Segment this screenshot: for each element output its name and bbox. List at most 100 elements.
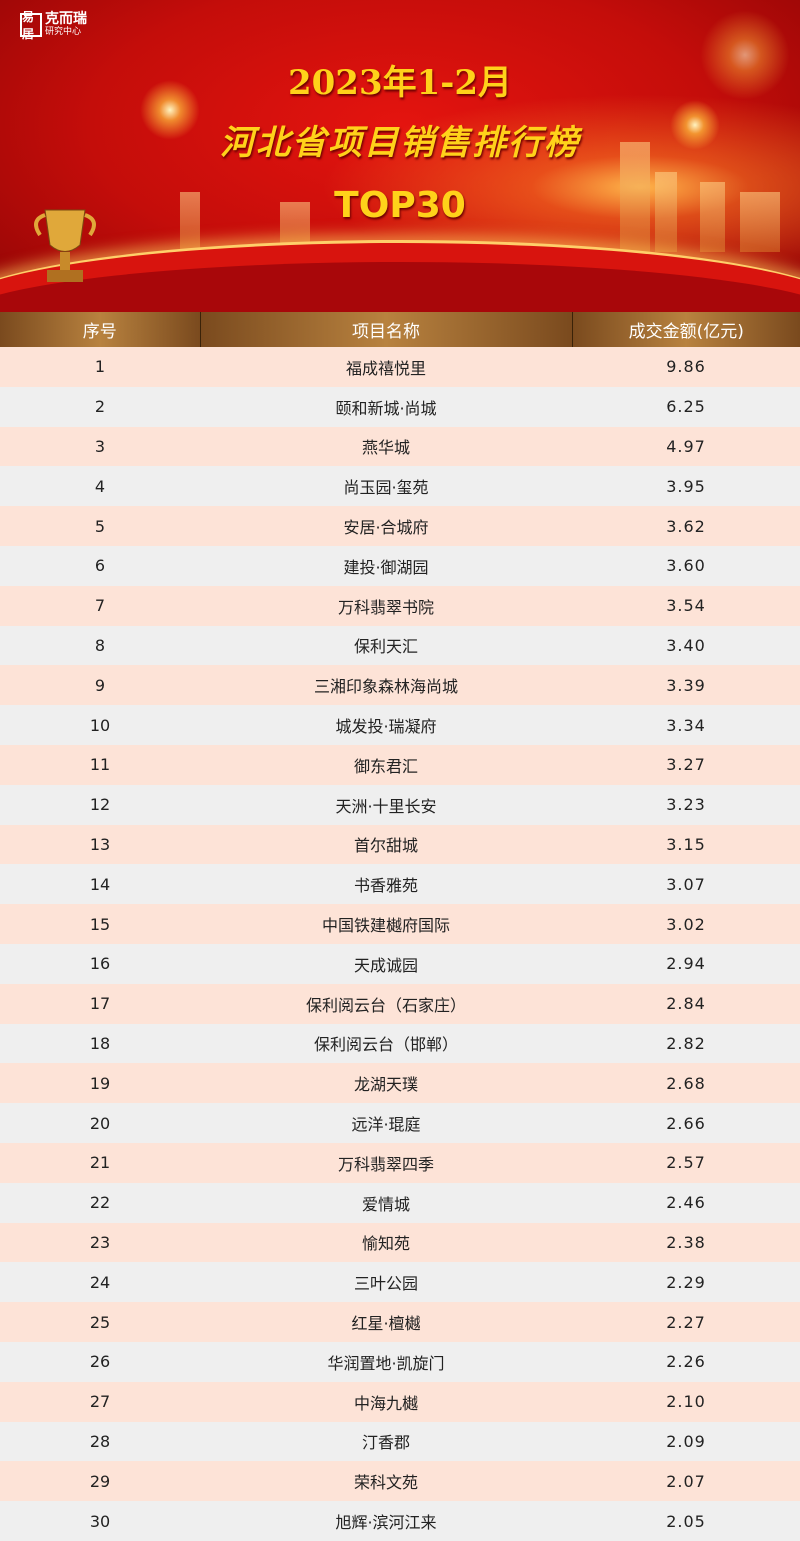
light-glow bbox=[700, 10, 790, 100]
amount-cell: 2.84 bbox=[572, 983, 800, 1024]
project-name-cell: 福成禧悦里 bbox=[200, 347, 572, 387]
project-name-cell: 建投·御湖园 bbox=[200, 545, 572, 586]
amount-cell: 2.82 bbox=[572, 1023, 800, 1064]
table-row: 17 保利阅云台（石家庄） 2.84 bbox=[0, 983, 800, 1024]
project-name-cell: 保利天汇 bbox=[200, 625, 572, 666]
rank-cell: 5 bbox=[0, 506, 200, 546]
rank-cell: 14 bbox=[0, 864, 200, 905]
table-row: 26 华润置地·凯旋门 2.26 bbox=[0, 1341, 800, 1382]
rank-cell: 7 bbox=[0, 585, 200, 626]
table-row: 22 爱情城 2.46 bbox=[0, 1182, 800, 1223]
amount-cell: 3.39 bbox=[572, 665, 800, 706]
table-row: 16 天成诚园 2.94 bbox=[0, 943, 800, 984]
amount-cell: 2.07 bbox=[572, 1461, 800, 1502]
rank-cell: 4 bbox=[0, 466, 200, 507]
trophy-icon bbox=[34, 209, 96, 282]
amount-cell: 6.25 bbox=[572, 386, 800, 427]
rank-cell: 16 bbox=[0, 943, 200, 984]
amount-cell: 9.86 bbox=[572, 347, 800, 387]
table-row: 21 万科翡翠四季 2.57 bbox=[0, 1142, 800, 1183]
table-header: 序号 项目名称 成交金额(亿元) bbox=[0, 312, 800, 347]
table-row: 20 远洋·琨庭 2.66 bbox=[0, 1103, 800, 1143]
table-row: 27 中海九樾 2.10 bbox=[0, 1381, 800, 1422]
project-name-cell: 三叶公园 bbox=[200, 1262, 572, 1303]
rank-cell: 21 bbox=[0, 1142, 200, 1183]
light-glow bbox=[670, 100, 720, 150]
table-row: 8 保利天汇 3.40 bbox=[0, 625, 800, 666]
rank-cell: 22 bbox=[0, 1182, 200, 1223]
amount-cell: 2.26 bbox=[572, 1341, 800, 1382]
amount-cell: 2.09 bbox=[572, 1421, 800, 1462]
amount-cell: 2.10 bbox=[572, 1381, 800, 1422]
table-row: 24 三叶公园 2.29 bbox=[0, 1262, 800, 1303]
project-name-cell: 汀香郡 bbox=[200, 1421, 572, 1462]
table-row: 14 书香雅苑 3.07 bbox=[0, 864, 800, 905]
project-name-cell: 城发投·瑞凝府 bbox=[200, 705, 572, 745]
rank-cell: 25 bbox=[0, 1302, 200, 1342]
project-name-cell: 首尔甜城 bbox=[200, 824, 572, 865]
project-name-cell: 荣科文苑 bbox=[200, 1461, 572, 1502]
rank-cell: 24 bbox=[0, 1262, 200, 1303]
project-name-cell: 旭辉·滨河江来 bbox=[200, 1501, 572, 1541]
ranking-table: 序号 项目名称 成交金额(亿元) 1 福成禧悦里 9.86 2 颐和新城·尚城 6.25 3… bbox=[0, 312, 800, 1541]
rank-cell: 15 bbox=[0, 904, 200, 944]
amount-cell: 2.57 bbox=[572, 1142, 800, 1183]
table-row: 18 保利阅云台（邯郸） 2.82 bbox=[0, 1023, 800, 1064]
rank-cell: 9 bbox=[0, 665, 200, 706]
table-row: 30 旭辉·滨河江来 2.05 bbox=[0, 1501, 800, 1541]
title-top30: TOP30 bbox=[334, 185, 466, 226]
table-row: 28 汀香郡 2.09 bbox=[0, 1421, 800, 1462]
project-name-cell: 保利阅云台（石家庄） bbox=[200, 983, 572, 1024]
amount-cell: 3.15 bbox=[572, 824, 800, 865]
project-name-cell: 保利阅云台（邯郸） bbox=[200, 1023, 572, 1064]
table-row: 11 御东君汇 3.27 bbox=[0, 744, 800, 785]
rank-cell: 2 bbox=[0, 386, 200, 427]
table-row: 6 建投·御湖园 3.60 bbox=[0, 545, 800, 586]
rank-cell: 29 bbox=[0, 1461, 200, 1502]
rank-cell: 1 bbox=[0, 347, 200, 387]
amount-cell: 3.02 bbox=[572, 904, 800, 944]
rank-cell: 6 bbox=[0, 545, 200, 586]
table-row: 25 红星·檀樾 2.27 bbox=[0, 1302, 800, 1342]
amount-cell: 2.68 bbox=[572, 1063, 800, 1104]
amount-cell: 3.40 bbox=[572, 625, 800, 666]
amount-cell: 2.66 bbox=[572, 1103, 800, 1143]
table-row: 9 三湘印象森林海尚城 3.39 bbox=[0, 665, 800, 706]
rank-cell: 17 bbox=[0, 983, 200, 1024]
title-main: 河北省项目销售排行榜 bbox=[220, 123, 580, 163]
city-building bbox=[655, 172, 677, 252]
project-name-cell: 尚玉园·玺苑 bbox=[200, 466, 572, 507]
rank-cell: 10 bbox=[0, 705, 200, 745]
project-name-cell: 愉知苑 bbox=[200, 1222, 572, 1263]
amount-cell: 3.07 bbox=[572, 864, 800, 905]
header-rank: 序号 bbox=[0, 312, 201, 347]
project-name-cell: 书香雅苑 bbox=[200, 864, 572, 905]
amount-cell: 3.23 bbox=[572, 784, 800, 825]
project-name-cell: 红星·檀樾 bbox=[200, 1302, 572, 1342]
table-row: 5 安居·合城府 3.62 bbox=[0, 506, 800, 546]
city-building bbox=[180, 192, 200, 252]
table-row: 13 首尔甜城 3.15 bbox=[0, 824, 800, 865]
header-project-name: 项目名称 bbox=[200, 312, 573, 347]
amount-cell: 2.29 bbox=[572, 1262, 800, 1303]
project-name-cell: 龙湖天璞 bbox=[200, 1063, 572, 1104]
light-glow bbox=[140, 80, 200, 140]
project-name-cell: 御东君汇 bbox=[200, 744, 572, 785]
amount-cell: 3.34 bbox=[572, 705, 800, 745]
project-name-cell: 万科翡翠书院 bbox=[200, 585, 572, 626]
rank-cell: 28 bbox=[0, 1421, 200, 1462]
amount-cell: 2.05 bbox=[572, 1501, 800, 1541]
amount-cell: 2.94 bbox=[572, 943, 800, 984]
project-name-cell: 三湘印象森林海尚城 bbox=[200, 665, 572, 706]
amount-cell: 3.62 bbox=[572, 506, 800, 546]
project-name-cell: 安居·合城府 bbox=[200, 506, 572, 546]
rank-cell: 26 bbox=[0, 1341, 200, 1382]
rank-cell: 30 bbox=[0, 1501, 200, 1541]
header-amount: 成交金额(亿元) bbox=[572, 312, 800, 347]
project-name-cell: 燕华城 bbox=[200, 426, 572, 467]
logo-mark: 易居 bbox=[20, 10, 42, 41]
table-row: 1 福成禧悦里 9.86 bbox=[0, 347, 800, 387]
project-name-cell: 天洲·十里长安 bbox=[200, 784, 572, 825]
rank-cell: 19 bbox=[0, 1063, 200, 1104]
rank-cell: 12 bbox=[0, 784, 200, 825]
